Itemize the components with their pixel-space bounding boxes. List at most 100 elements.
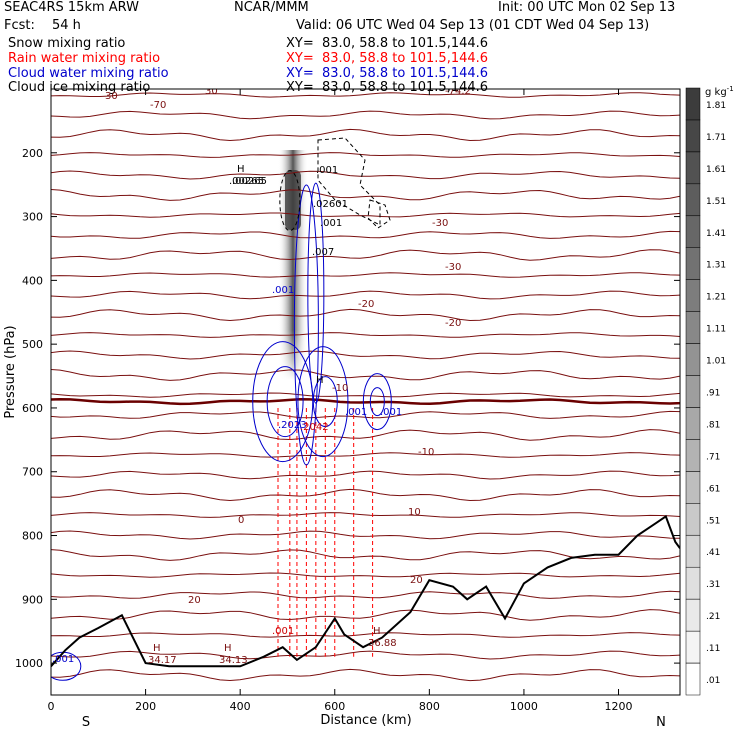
rain-label: .2042 xyxy=(300,422,329,433)
colorbar-swatch xyxy=(685,183,701,216)
temperature-label: -70 xyxy=(150,100,166,111)
cloud-water-contour xyxy=(252,341,314,463)
colorbar-label: 1.81 xyxy=(706,101,726,111)
colorbar-label: .31 xyxy=(706,580,720,590)
extremum-marker: H xyxy=(153,643,161,654)
colorbar-swatch xyxy=(685,87,701,121)
temperature-label: -20 xyxy=(358,299,374,310)
cloud-water-contour xyxy=(362,373,392,431)
temperature-contour xyxy=(51,308,680,322)
field-name-snow: Snow mixing ratio xyxy=(8,36,126,51)
x-tick-label: 800 xyxy=(419,700,440,713)
field-xy-rain: XY= 83.0, 58.8 to 101.5,144.6 xyxy=(286,51,489,66)
y-tick-label: 300 xyxy=(22,211,43,224)
colorbar-swatch xyxy=(685,375,701,408)
snow-shading-fade xyxy=(278,330,308,380)
y-tick-label: 400 xyxy=(22,274,43,287)
temperature-contour xyxy=(51,189,680,201)
colorbar-swatch xyxy=(685,630,701,664)
cloud-ice-label: .001 xyxy=(320,218,342,229)
temperature-contour xyxy=(51,392,680,398)
temperature-contour xyxy=(51,488,680,502)
cloud-ice-label: .007 xyxy=(312,247,334,258)
colorbar-label: 1.71 xyxy=(706,133,726,143)
temperature-contour xyxy=(51,332,680,338)
temperature-contour xyxy=(51,170,680,180)
temperature-contour xyxy=(51,249,680,261)
colorbar-label: .51 xyxy=(706,516,720,526)
field-name-rain: Rain water mixing ratio xyxy=(8,51,161,66)
temperature-contour xyxy=(51,470,680,480)
temperature-label: 30 xyxy=(105,91,118,102)
x-tick-label: 400 xyxy=(230,700,251,713)
temperature-contour xyxy=(51,590,680,599)
extremum-marker: H xyxy=(373,626,381,637)
colorbar-swatch xyxy=(685,343,701,376)
init-time: Init: 00 UTC Mon 02 Sep 13 xyxy=(498,0,676,15)
temperature-label: 0 xyxy=(238,515,244,526)
valid-time: Valid: 06 UTC Wed 04 Sep 13 (01 CDT Wed … xyxy=(296,18,650,33)
colorbar-swatch xyxy=(685,439,701,472)
cloud-water-contour xyxy=(307,182,325,404)
temperature-label: -30 xyxy=(432,218,448,229)
cloud-water-label: .001 xyxy=(272,285,294,296)
colorbar-swatch xyxy=(685,279,701,312)
temperature-contour xyxy=(51,369,680,381)
colorbar-label: 1.11 xyxy=(706,325,726,335)
y-tick-label: 700 xyxy=(22,466,43,479)
temperature-contour xyxy=(51,230,680,239)
temperature-contour xyxy=(51,650,680,660)
extremum-value: 36.88 xyxy=(368,638,397,649)
colorbar-swatch xyxy=(685,662,701,696)
temperature-label: 10 xyxy=(408,507,421,518)
y-tick-label: 1000 xyxy=(15,657,43,670)
colorbar-label: .61 xyxy=(706,484,720,494)
colorbar-unit: g kg-1 xyxy=(705,85,734,98)
colorbar-label: .11 xyxy=(706,644,720,654)
field-xy-snow: XY= 83.0, 58.8 to 101.5,144.6 xyxy=(286,36,489,51)
cloud-water-label: .001 xyxy=(380,407,402,418)
terrain-line xyxy=(51,514,680,668)
temperature-contour xyxy=(51,632,680,638)
temperature-label: -74.2 xyxy=(445,86,471,97)
field-xy-cloudwater: XY= 83.0, 58.8 to 101.5,144.6 xyxy=(286,66,489,81)
colorbar-swatch xyxy=(685,311,701,344)
cloud-ice-contour xyxy=(317,137,381,226)
cloud-ice-label: .001 xyxy=(316,165,338,176)
temperature-contour xyxy=(51,290,680,300)
fcst-label: Fcst: xyxy=(4,18,35,33)
x-tick-label: 600 xyxy=(324,700,345,713)
field-name-cloudice: Cloud ice mixing ratio xyxy=(8,80,151,95)
field-name-cloudwater: Cloud water mixing ratio xyxy=(8,66,169,81)
colorbar-label: 1.51 xyxy=(706,197,726,207)
cloud-ice-contour xyxy=(367,199,391,229)
cloud-water-contour xyxy=(369,387,385,417)
north-label: N xyxy=(656,715,666,730)
extremum-marker: H xyxy=(316,375,324,386)
temperature-contour xyxy=(51,92,680,98)
x-axis-label: Distance (km) xyxy=(320,713,411,728)
temperature-label: 30 xyxy=(205,86,218,97)
temperature-contour xyxy=(51,452,680,458)
temperature-contour xyxy=(51,272,680,278)
colorbar-label: 1.41 xyxy=(706,229,726,239)
org-label: NCAR/MMM xyxy=(234,0,309,15)
y-tick-label: 500 xyxy=(22,338,43,351)
temperature-contour xyxy=(51,668,680,682)
colorbar: .01 .11 .21 .31 .41 .51 .61 .71 .81 .91 1.01 1.11 1.… xyxy=(685,87,726,696)
y-tick-label: 600 xyxy=(22,402,43,415)
y-tick-label: 200 xyxy=(22,147,43,160)
colorbar-label: 1.01 xyxy=(706,357,726,367)
colorbar-swatch xyxy=(685,471,701,504)
extremum-value: .00265 xyxy=(232,176,267,187)
y-tick-label: 900 xyxy=(22,593,43,606)
y-axis-label: Pressure (hPa) xyxy=(3,325,18,418)
colorbar-swatch xyxy=(685,503,701,536)
colorbar-label: .91 xyxy=(706,389,720,399)
colorbar-label: 1.61 xyxy=(706,165,726,175)
cloud-water-contour xyxy=(312,376,338,428)
colorbar-swatch xyxy=(685,598,701,632)
cloud-water-contour xyxy=(266,366,304,438)
model-title: SEAC4RS 15km ARW xyxy=(4,0,140,15)
